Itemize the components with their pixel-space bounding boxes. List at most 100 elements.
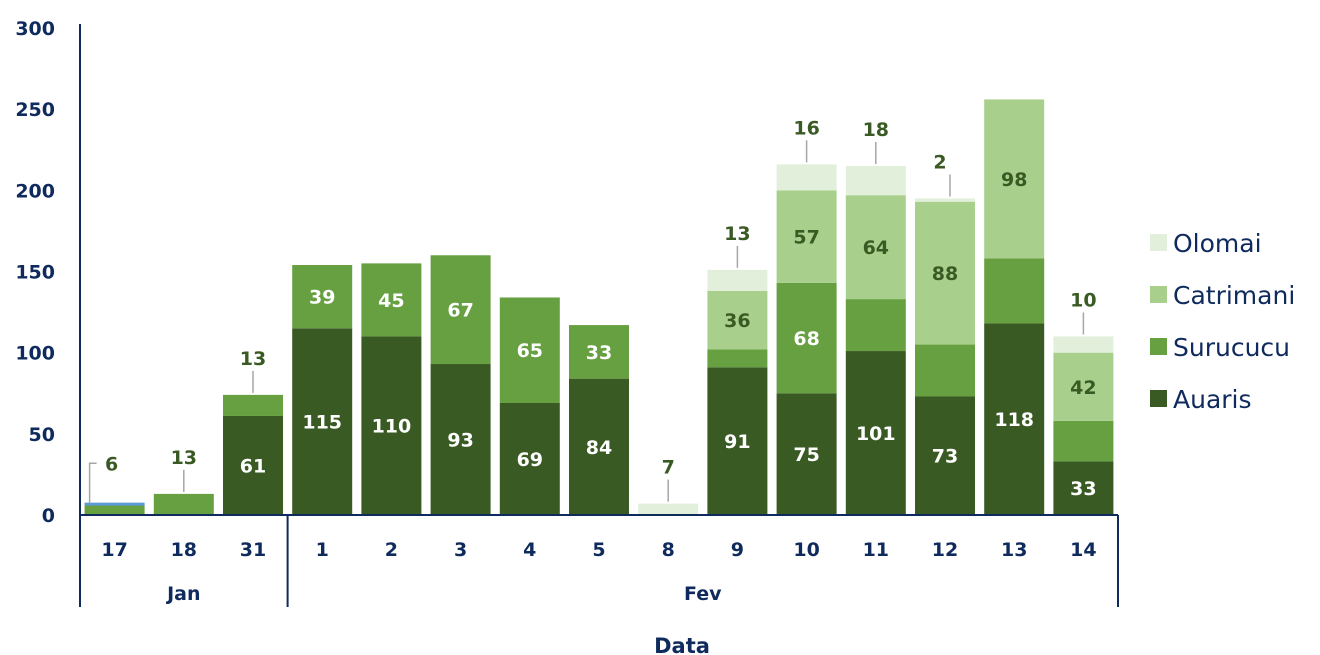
x-tick-label: 4 bbox=[523, 539, 536, 561]
bar-olomai-10 bbox=[776, 164, 837, 191]
x-group-label: Fev bbox=[684, 583, 722, 605]
x-tick-label: 5 bbox=[592, 539, 605, 561]
legend-swatch-auaris bbox=[1150, 390, 1167, 407]
data-label-surucucu-10: 68 bbox=[793, 328, 819, 350]
data-label-olomai-10: 16 bbox=[793, 117, 819, 139]
data-label-surucucu-4: 65 bbox=[517, 340, 543, 362]
bar-auaris-4 bbox=[499, 402, 560, 515]
data-label-olomai-14: 10 bbox=[1070, 289, 1096, 311]
bar-auaris-9 bbox=[707, 367, 768, 515]
data-label-catrimani-9: 36 bbox=[724, 310, 750, 332]
data-label-olomai-11: 18 bbox=[863, 119, 889, 141]
x-tick-label: 18 bbox=[171, 539, 197, 561]
data-label-catrimani-13: 98 bbox=[1001, 169, 1027, 191]
data-label-auaris-1: 115 bbox=[302, 412, 342, 434]
data-label-olomai-12: 2 bbox=[933, 151, 946, 173]
data-label-catrimani-12: 88 bbox=[932, 263, 958, 285]
leader-line-17 bbox=[88, 462, 97, 504]
data-label-catrimani-14: 42 bbox=[1070, 377, 1096, 399]
bar-catrimani-12 bbox=[915, 201, 975, 345]
data-label-auaris-11: 101 bbox=[856, 423, 896, 445]
bar-auaris-13 bbox=[984, 323, 1045, 515]
x-tick-label: 11 bbox=[863, 539, 889, 561]
bar-olomai-8 bbox=[638, 503, 699, 515]
bar-surucucu-13 bbox=[984, 258, 1045, 324]
data-label-auaris-3: 93 bbox=[447, 430, 473, 452]
bar-surucucu-3 bbox=[430, 255, 491, 365]
x-tick-label: 9 bbox=[731, 539, 744, 561]
data-label-auaris-9: 91 bbox=[724, 431, 750, 453]
bar-auaris-5 bbox=[569, 378, 629, 515]
bar-surucucu-10 bbox=[776, 282, 837, 394]
bar-surucucu-17 bbox=[84, 505, 145, 515]
data-label-auaris-13: 118 bbox=[994, 409, 1034, 431]
x-group-label: Jan bbox=[165, 583, 200, 605]
x-tick-label: 17 bbox=[101, 539, 127, 561]
data-label-auaris-2: 110 bbox=[372, 416, 412, 438]
bar-olomai-9 bbox=[707, 269, 768, 291]
bar-catrimani-14 bbox=[1053, 352, 1114, 421]
data-label-surucucu-18: 13 bbox=[171, 447, 197, 469]
bar-olomai-12 bbox=[915, 198, 975, 202]
bar-olomai-14 bbox=[1053, 336, 1114, 353]
bar-auaris-11 bbox=[845, 351, 906, 515]
bar-olomai-11 bbox=[845, 165, 906, 196]
x-tick-label: 14 bbox=[1070, 539, 1096, 561]
x-tick-label: 3 bbox=[454, 539, 467, 561]
data-label-surucucu-31: 13 bbox=[240, 348, 266, 370]
data-label-olomai-9: 13 bbox=[724, 223, 750, 245]
axes: 0 50 100 150 200 250 300 bbox=[15, 18, 81, 527]
y-tick-label: 300 bbox=[15, 18, 55, 40]
data-label-surucucu-5: 33 bbox=[586, 342, 612, 364]
bar-catrimani-9 bbox=[707, 290, 768, 350]
bar-surucucu-9 bbox=[707, 349, 768, 368]
data-label-auaris-10: 75 bbox=[793, 444, 819, 466]
data-labels: 6 13 61 13 115 39 110 45 93 67 69 65 84 33 7 91 36 13 75 68… bbox=[88, 117, 1097, 504]
x-tick-label: 31 bbox=[240, 539, 266, 561]
bar-surucucu-14 bbox=[1053, 420, 1114, 462]
bar-catrimani-10 bbox=[776, 190, 837, 283]
bar-surucucu-31 bbox=[223, 394, 283, 416]
data-label-surucucu-17: 6 bbox=[105, 453, 118, 475]
y-tick-label: 50 bbox=[29, 424, 55, 446]
x-tick-label: 10 bbox=[793, 539, 819, 561]
bar-auaris-1 bbox=[292, 328, 353, 515]
x-tick-label: 1 bbox=[316, 539, 329, 561]
bar-surucucu-5 bbox=[569, 325, 629, 379]
x-tick-label: 2 bbox=[385, 539, 398, 561]
bar-auaris-2 bbox=[361, 336, 422, 515]
y-tick-label: 200 bbox=[15, 180, 55, 202]
bar-auaris-31 bbox=[223, 415, 283, 515]
bar-surucucu-4 bbox=[499, 297, 560, 403]
bar-surucucu-11 bbox=[845, 299, 906, 352]
data-label-surucucu-1: 39 bbox=[309, 287, 335, 309]
legend: Olomai Catrimani Surucucu Auaris bbox=[1150, 229, 1295, 414]
legend-swatch-olomai bbox=[1150, 234, 1167, 251]
data-label-auaris-5: 84 bbox=[586, 437, 612, 459]
data-label-auaris-12: 73 bbox=[932, 446, 958, 468]
x-axis-title: Data bbox=[654, 634, 710, 655]
data-label-catrimani-11: 64 bbox=[863, 237, 889, 259]
data-label-catrimani-10: 57 bbox=[793, 227, 819, 249]
x-tick-label: 13 bbox=[1001, 539, 1027, 561]
bar-cap-17 bbox=[84, 502, 145, 506]
bar-surucucu-18 bbox=[153, 493, 214, 515]
legend-label-surucucu: Surucucu bbox=[1173, 333, 1290, 362]
y-tick-label: 0 bbox=[42, 505, 55, 527]
bar-auaris-12 bbox=[915, 396, 975, 515]
bar-catrimani-11 bbox=[845, 195, 906, 300]
y-tick-label: 250 bbox=[15, 99, 55, 121]
bar-surucucu-12 bbox=[915, 344, 975, 397]
data-label-olomai-8: 7 bbox=[662, 457, 675, 479]
y-tick-label: 150 bbox=[15, 262, 55, 284]
bar-auaris-10 bbox=[776, 393, 837, 515]
bar-auaris-3 bbox=[430, 364, 491, 515]
bar-catrimani-13 bbox=[984, 99, 1045, 259]
legend-label-olomai: Olomai bbox=[1173, 229, 1262, 258]
bars bbox=[84, 99, 1114, 515]
legend-swatch-catrimani bbox=[1150, 286, 1167, 303]
x-tick-label: 8 bbox=[662, 539, 675, 561]
bar-auaris-14 bbox=[1053, 461, 1114, 515]
